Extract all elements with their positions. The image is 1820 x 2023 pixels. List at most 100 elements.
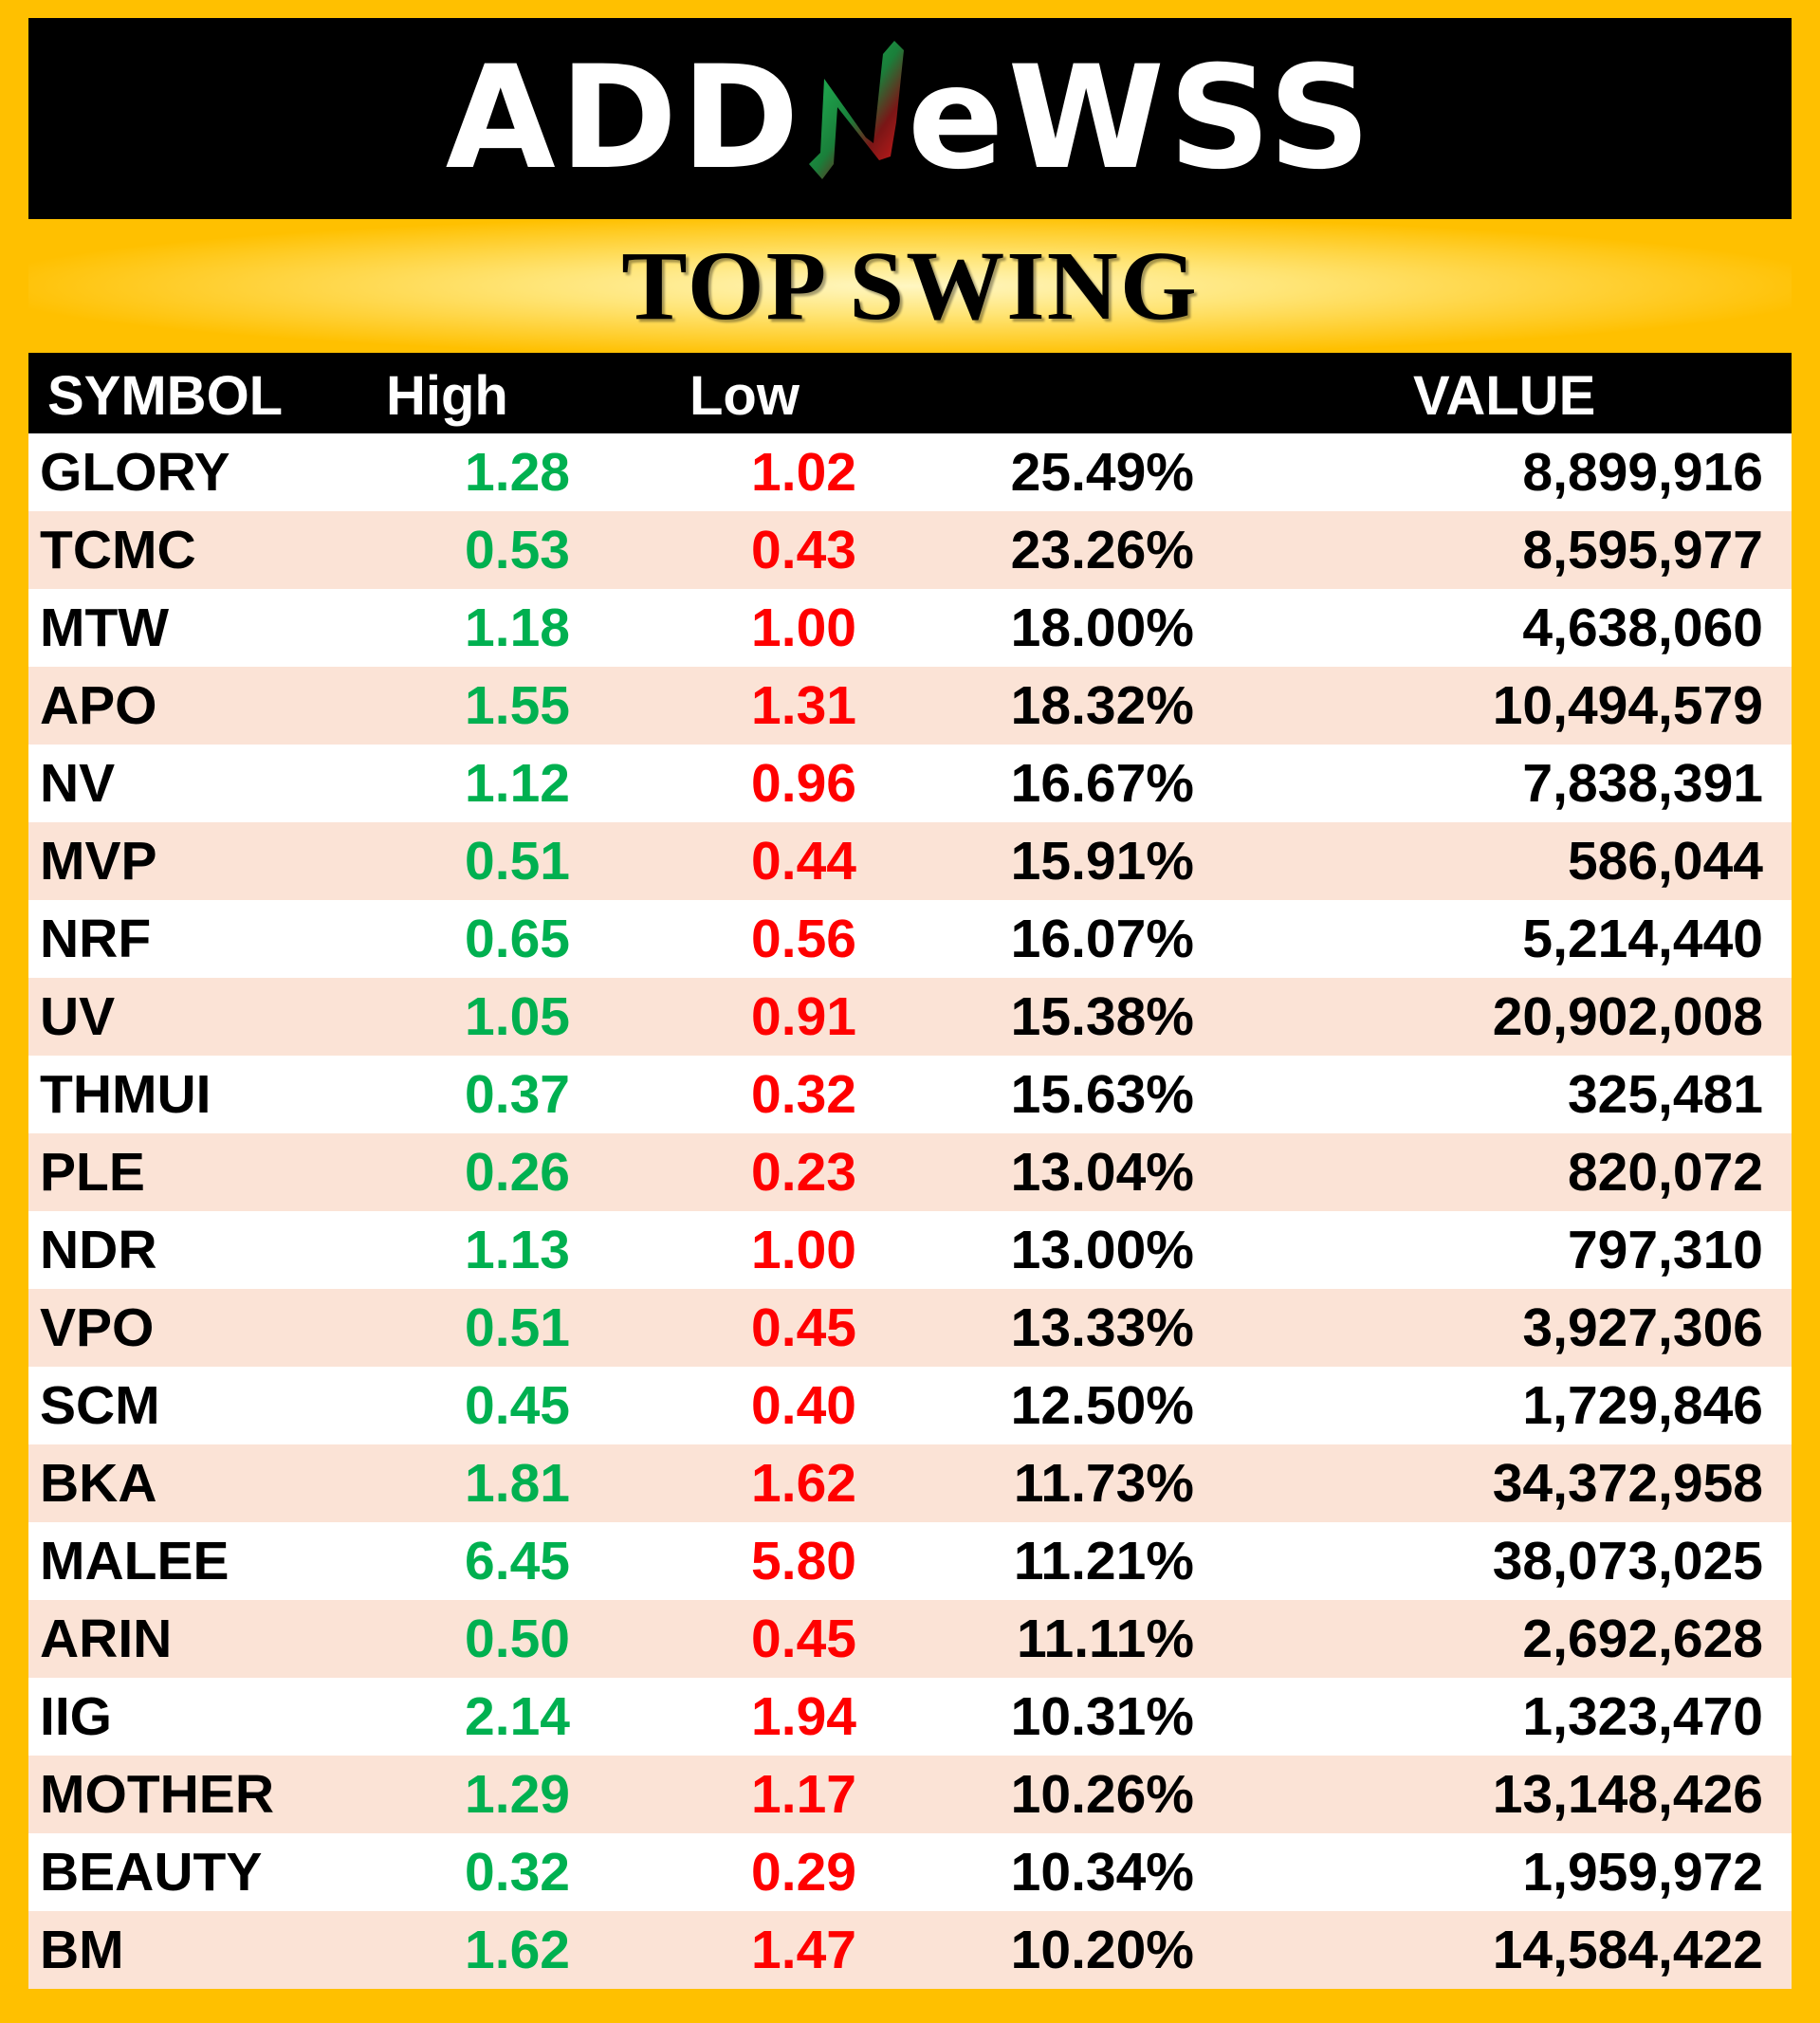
cell-value: 13,148,426 — [1492, 1764, 1763, 1825]
cell-swing-pct: 18.00% — [1010, 598, 1194, 658]
cell-symbol: PLE — [40, 1142, 145, 1203]
cell-low: 1.62 — [751, 1453, 856, 1514]
table-header: SYMBOL High Low VALUE — [28, 353, 1792, 433]
cell-high: 0.45 — [465, 1375, 570, 1436]
cell-swing-pct: 11.73% — [1013, 1453, 1194, 1514]
table-row: NDR 1.13 1.00 13.00% 797,310 — [28, 1211, 1792, 1289]
table-row: PLE 0.26 0.23 13.04% 820,072 — [28, 1133, 1792, 1211]
cell-low: 0.32 — [751, 1064, 856, 1125]
cell-high: 2.14 — [465, 1686, 570, 1747]
cell-swing-pct: 13.00% — [1010, 1220, 1194, 1280]
cell-high: 1.12 — [465, 753, 570, 814]
cell-value: 8,595,977 — [1522, 520, 1763, 580]
cell-swing-pct: 12.50% — [1010, 1375, 1194, 1436]
cell-low: 1.94 — [751, 1686, 856, 1747]
table-row: BKA 1.81 1.62 11.73% 34,372,958 — [28, 1444, 1792, 1522]
cell-high: 0.53 — [465, 520, 570, 580]
cell-low: 1.00 — [751, 1220, 856, 1280]
cell-value: 10,494,579 — [1492, 675, 1763, 736]
cell-swing-pct: 16.07% — [1010, 909, 1194, 969]
cell-swing-pct: 11.21% — [1013, 1531, 1194, 1591]
cell-value: 4,638,060 — [1522, 598, 1763, 658]
cell-high: 0.65 — [465, 909, 570, 969]
cell-value: 1,959,972 — [1522, 1842, 1763, 1903]
page-title: TOP SWING — [621, 231, 1199, 340]
cell-high: 1.81 — [465, 1453, 570, 1514]
cell-value: 38,073,025 — [1492, 1531, 1763, 1591]
cell-symbol: MVP — [40, 831, 157, 892]
cell-value: 1,729,846 — [1522, 1375, 1763, 1436]
cell-symbol: TCMC — [40, 520, 196, 580]
cell-symbol: VPO — [40, 1297, 155, 1358]
table-row: MALEE 6.45 5.80 11.21% 38,073,025 — [28, 1522, 1792, 1600]
table-row: SCM 0.45 0.40 12.50% 1,729,846 — [28, 1367, 1792, 1444]
table-row: MVP 0.51 0.44 15.91% 586,044 — [28, 822, 1792, 900]
cell-value: 34,372,958 — [1492, 1453, 1763, 1514]
addnewss-logo: ADD eWSS — [446, 31, 1375, 206]
cell-high: 0.51 — [465, 831, 570, 892]
cell-value: 20,902,008 — [1492, 986, 1763, 1047]
logo-banner: ADD eWSS — [28, 18, 1792, 219]
cell-high: 1.62 — [465, 1920, 570, 1980]
cell-value: 325,481 — [1567, 1064, 1763, 1125]
header-symbol: SYMBOL — [47, 365, 284, 427]
cell-symbol: APO — [40, 675, 157, 736]
cell-swing-pct: 13.33% — [1010, 1297, 1194, 1358]
cell-symbol: BKA — [40, 1453, 157, 1514]
table-row: THMUI 0.37 0.32 15.63% 325,481 — [28, 1056, 1792, 1133]
cell-symbol: GLORY — [40, 442, 230, 503]
cell-high: 1.28 — [465, 442, 570, 503]
cell-swing-pct: 18.32% — [1010, 675, 1194, 736]
cell-low: 1.00 — [751, 598, 856, 658]
cell-low: 0.56 — [751, 909, 856, 969]
cell-value: 820,072 — [1567, 1142, 1763, 1203]
cell-swing-pct: 25.49% — [1010, 442, 1194, 503]
logo-text-right: eWSS — [907, 36, 1375, 201]
header-low: Low — [689, 365, 800, 427]
table-row: BEAUTY 0.32 0.29 10.34% 1,959,972 — [28, 1833, 1792, 1911]
infographic-frame: ADD eWSS TOP SWING — [28, 18, 1792, 1989]
cell-low: 1.47 — [751, 1920, 856, 1980]
cell-value: 14,584,422 — [1492, 1920, 1763, 1980]
cell-symbol: MTW — [40, 598, 170, 658]
table-row: MOTHER 1.29 1.17 10.26% 13,148,426 — [28, 1756, 1792, 1833]
cell-swing-pct: 10.31% — [1010, 1686, 1194, 1747]
cell-swing-pct: 23.26% — [1010, 520, 1194, 580]
cell-value: 2,692,628 — [1522, 1609, 1763, 1669]
cell-swing-pct: 11.11% — [1016, 1609, 1194, 1669]
cell-swing-pct: 10.20% — [1010, 1920, 1194, 1980]
cell-swing-pct: 15.91% — [1010, 831, 1194, 892]
cell-low: 1.31 — [751, 675, 856, 736]
table-row: TCMC 0.53 0.43 23.26% 8,595,977 — [28, 511, 1792, 589]
cell-high: 0.32 — [465, 1842, 570, 1903]
cell-high: 1.05 — [465, 986, 570, 1047]
cell-symbol: NDR — [40, 1220, 157, 1280]
cell-high: 0.51 — [465, 1297, 570, 1358]
cell-swing-pct: 10.34% — [1010, 1842, 1194, 1903]
title-band: TOP SWING — [28, 219, 1792, 353]
cell-low: 0.29 — [751, 1842, 856, 1903]
cell-value: 1,323,470 — [1522, 1686, 1763, 1747]
cell-high: 0.50 — [465, 1609, 570, 1669]
cell-low: 1.17 — [751, 1764, 856, 1825]
cell-symbol: SCM — [40, 1375, 160, 1436]
cell-low: 0.91 — [751, 986, 856, 1047]
table-row: ARIN 0.50 0.45 11.11% 2,692,628 — [28, 1600, 1792, 1678]
cell-low: 0.45 — [751, 1297, 856, 1358]
table-row: APO 1.55 1.31 18.32% 10,494,579 — [28, 667, 1792, 745]
cell-value: 797,310 — [1567, 1220, 1763, 1280]
cell-symbol: MALEE — [40, 1531, 230, 1591]
cell-low: 0.44 — [751, 831, 856, 892]
table-row: VPO 0.51 0.45 13.33% 3,927,306 — [28, 1289, 1792, 1367]
cell-symbol: NRF — [40, 909, 152, 969]
cell-low: 0.23 — [751, 1142, 856, 1203]
table-row: BM 1.62 1.47 10.20% 14,584,422 — [28, 1911, 1792, 1989]
cell-low: 5.80 — [751, 1531, 856, 1591]
cell-value: 586,044 — [1567, 831, 1763, 892]
table-row: IIG 2.14 1.94 10.31% 1,323,470 — [28, 1678, 1792, 1756]
logo-n-mark-icon — [800, 31, 911, 206]
table-row: NRF 0.65 0.56 16.07% 5,214,440 — [28, 900, 1792, 978]
cell-symbol: IIG — [40, 1686, 113, 1747]
cell-symbol: NV — [40, 753, 116, 814]
cell-value: 5,214,440 — [1522, 909, 1763, 969]
